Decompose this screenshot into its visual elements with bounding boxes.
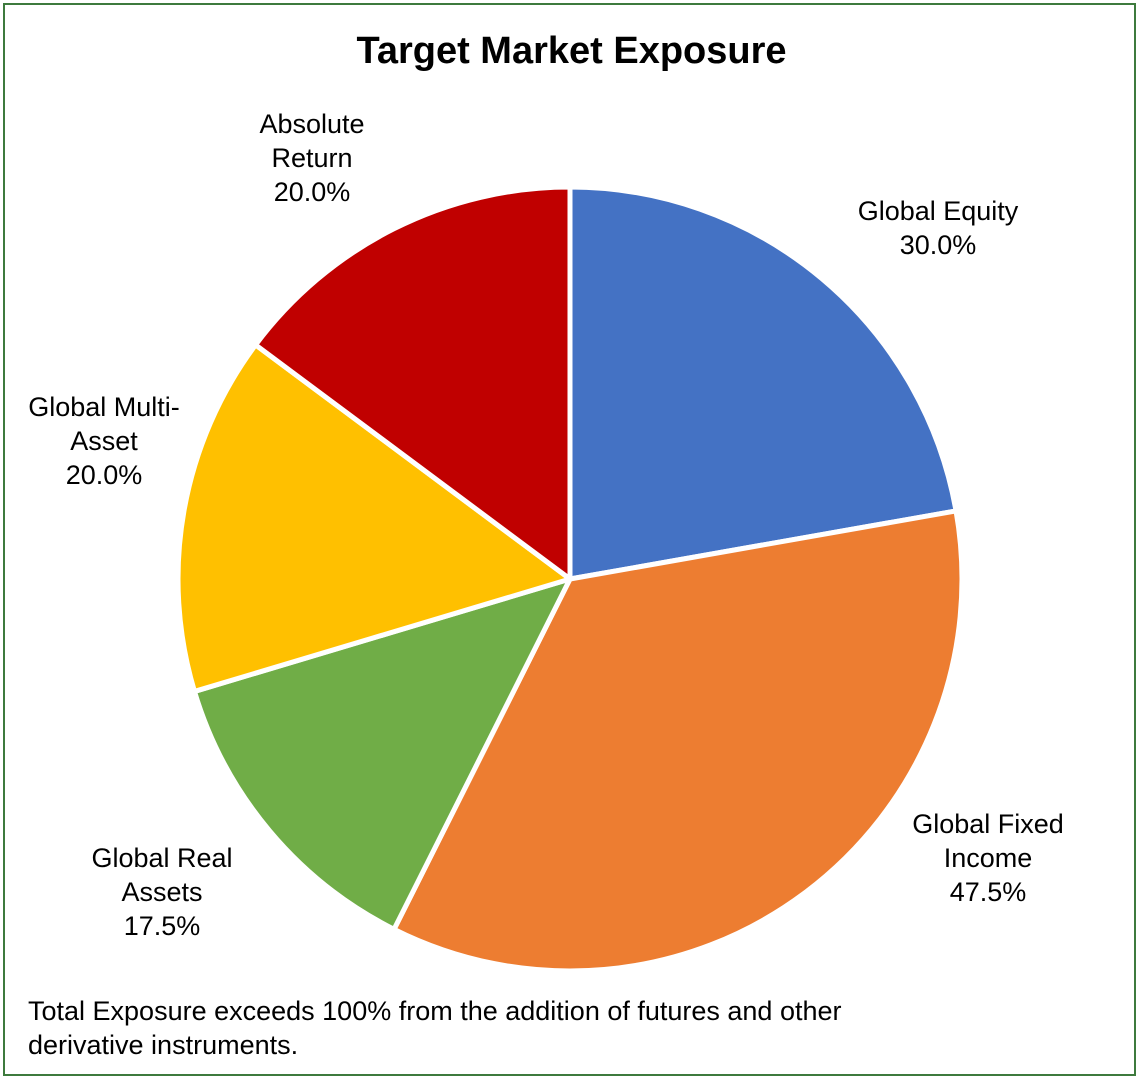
pie-slice-global-multi-asset (175, 342, 573, 694)
slice-label-absolute-return: Absolute Return 20.0% (259, 109, 364, 207)
pie-slice-global-fixed-income (391, 508, 965, 974)
pie-slice-global-real-assets (191, 576, 573, 932)
footnote-line-2: derivative instruments. (28, 1030, 299, 1060)
footnote-line-1: Total Exposure exceeds 100% from the add… (28, 996, 842, 1026)
slice-label-global-equity: Global Equity 30.0% (858, 196, 1019, 260)
slice-label-global-real-assets: Global Real Assets 17.5% (91, 843, 232, 941)
slice-label-global-multi-asset: Global Multi-Asset 20.0% (28, 392, 180, 490)
pie-slice-global-equity (567, 184, 959, 582)
chart-title: Target Market Exposure (356, 30, 787, 72)
pie-slice-absolute-return (253, 184, 573, 582)
slice-label-global-fixed-income: Global Fixed Income 47.5% (912, 809, 1064, 907)
footnote: Total Exposure exceeds 100% from the add… (28, 994, 1028, 1062)
